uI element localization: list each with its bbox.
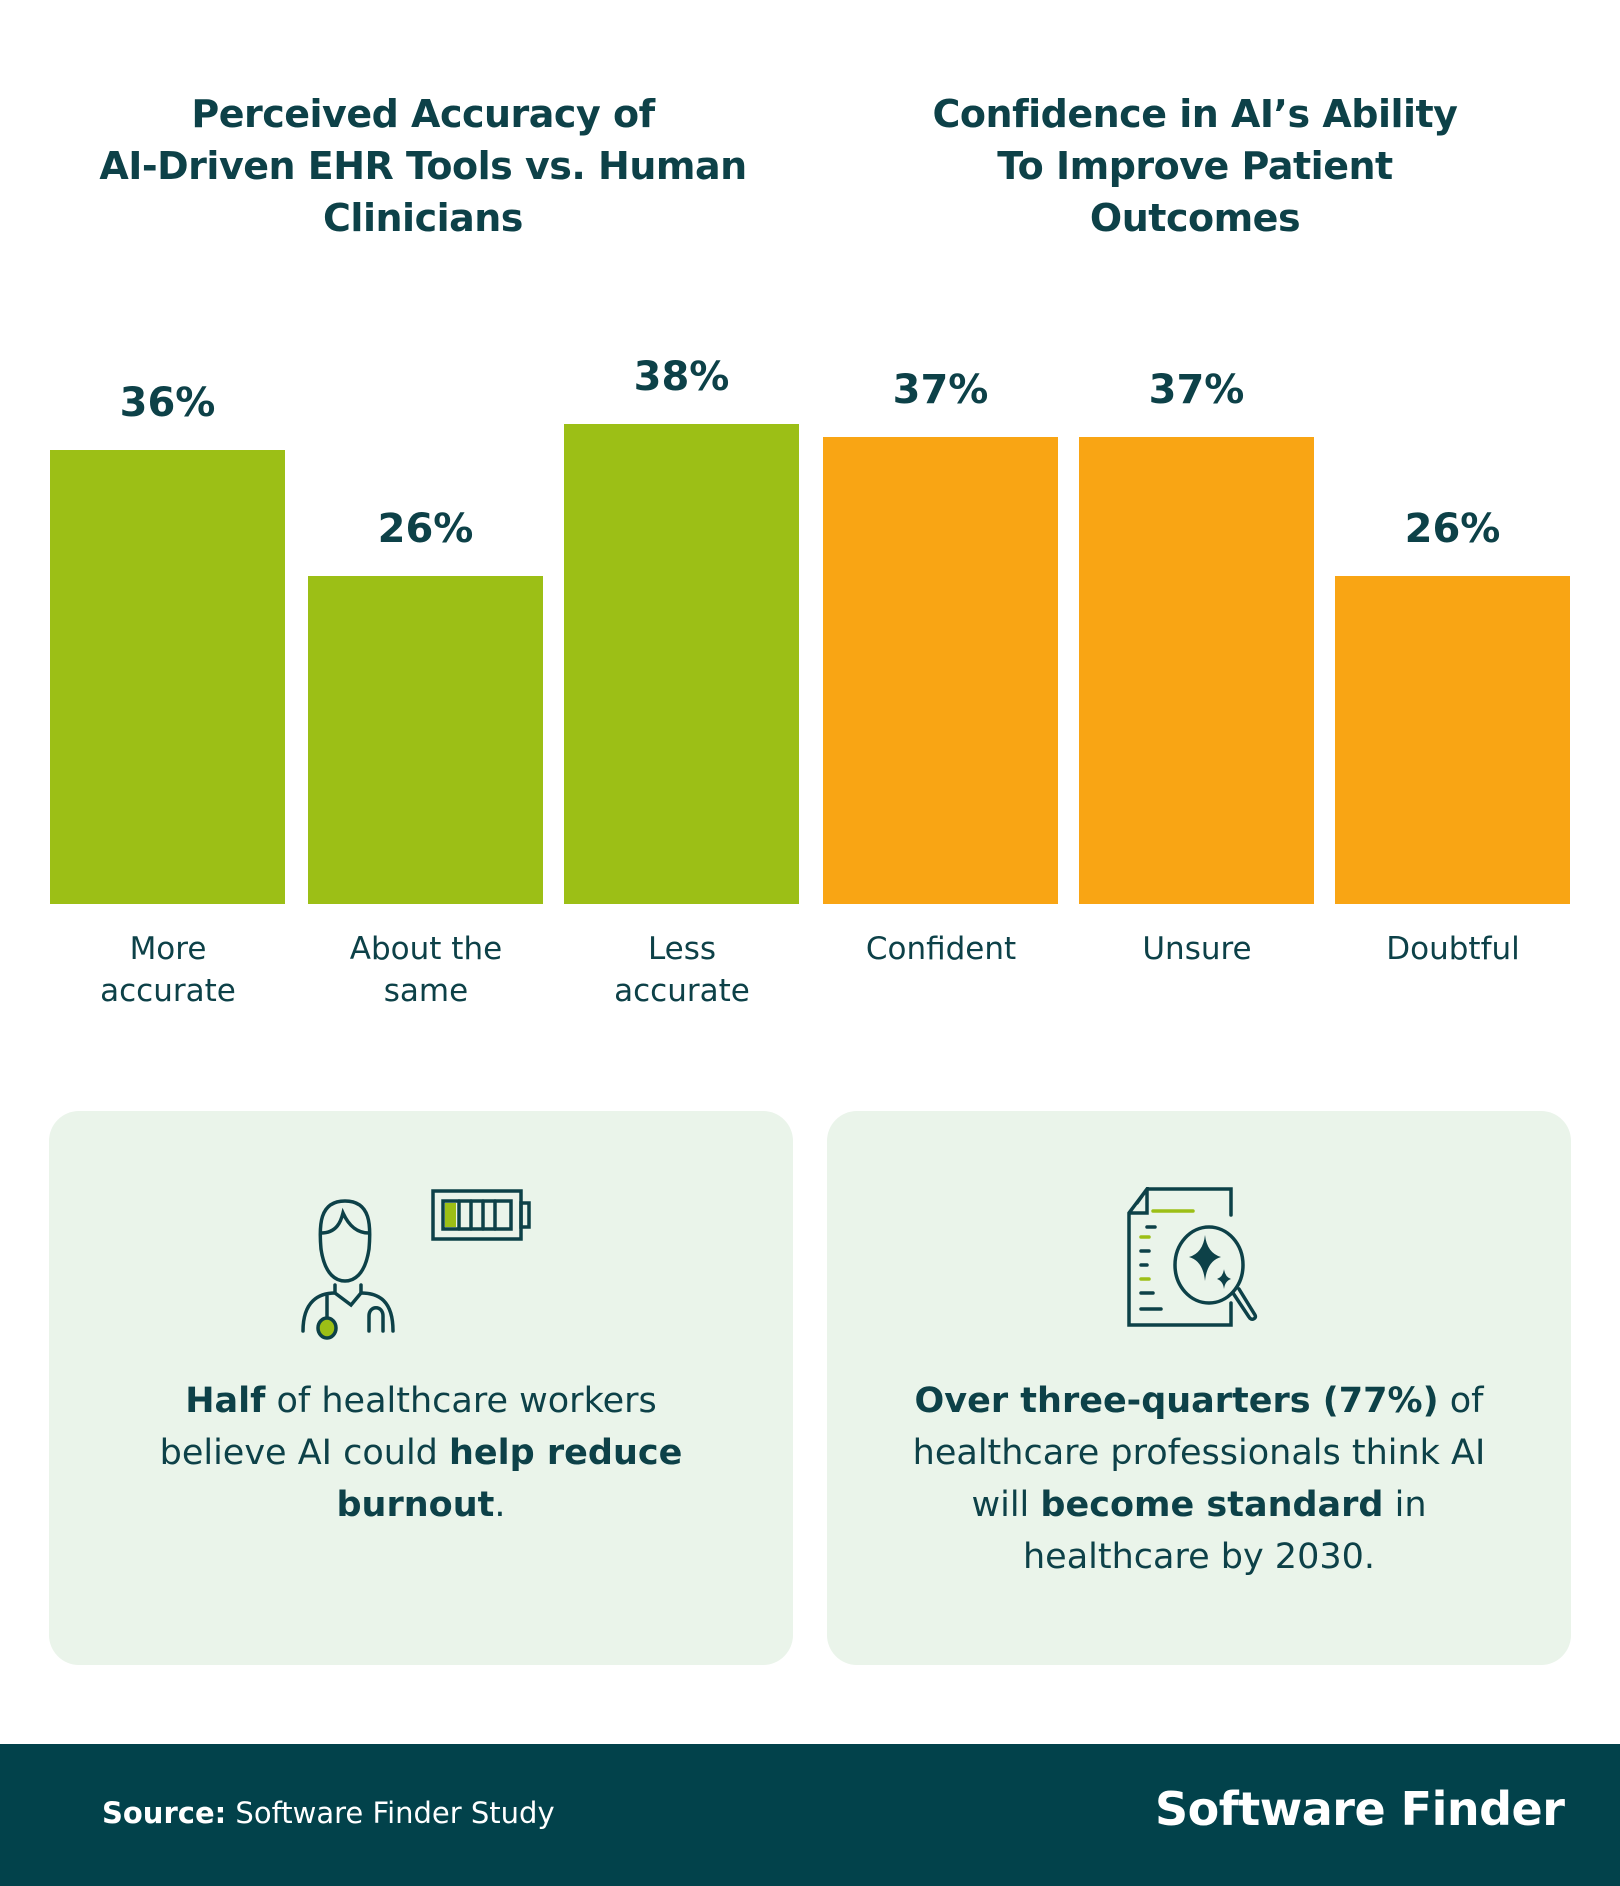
stat-card-burnout: Half of healthcare workers believe AI co…	[49, 1111, 793, 1665]
category-label-line: Confident	[865, 931, 1017, 967]
bar-less-accurate	[564, 424, 799, 904]
chart-title-line: Clinicians	[323, 196, 523, 240]
bar-unsure	[1079, 437, 1314, 904]
emphasis-text: Half	[185, 1381, 266, 1421]
emphasis-text: help reduce burnout	[336, 1433, 683, 1525]
chart-title-accuracy: Perceived Accuracy of AI-Driven EHR Tools…	[63, 88, 783, 244]
bar-more-accurate	[50, 449, 285, 904]
doctor-battery-icon	[301, 1189, 531, 1340]
category-label-line: accurate	[100, 973, 236, 1009]
category-label: More accurate	[38, 928, 298, 1012]
source-value: Software Finder Study	[226, 1796, 555, 1830]
category-label-line: accurate	[614, 973, 750, 1009]
category-label: About the same	[296, 928, 556, 1012]
bar-doubtful	[1335, 575, 1570, 904]
chart-title-line: To Improve Patient	[997, 144, 1393, 188]
data-label: 37%	[892, 367, 989, 414]
chart-title-line: Confidence in AI’s Ability	[932, 92, 1458, 136]
chart-title-confidence: Confidence in AI’s Ability To Improve Pat…	[835, 88, 1555, 244]
emphasis-text: become standard	[1040, 1485, 1384, 1525]
body-text: .	[494, 1485, 506, 1525]
emphasis-text: Over three-quarters (77%)	[914, 1381, 1439, 1421]
bar-about-the-same	[308, 575, 543, 904]
data-label: 38%	[633, 354, 730, 401]
category-label-line: More	[129, 931, 207, 967]
data-label: 36%	[119, 379, 216, 426]
body-text: in healthcare by 2030.	[1022, 1485, 1427, 1577]
stat-text-burnout: Half of healthcare workers believe AI co…	[159, 1375, 683, 1531]
category-label: Unsure	[1067, 928, 1327, 970]
data-label: 37%	[1148, 367, 1245, 414]
document-search-sparkle-icon	[1127, 1187, 1258, 1327]
chart-title-line: Outcomes	[1089, 196, 1301, 240]
source-label: Source:	[102, 1796, 227, 1830]
footer: Source: Software Finder Study Software F…	[0, 1744, 1620, 1886]
category-label: Doubtful	[1323, 928, 1583, 970]
chart-title-line: AI-Driven EHR Tools vs. Human	[99, 144, 747, 188]
body-text: of healthcare workers believe AI could	[159, 1381, 657, 1473]
software-finder-logo: Software Finder	[1155, 1782, 1565, 1836]
category-label-line: About the	[349, 931, 503, 967]
body-text: of healthcare professionals think AI wil…	[912, 1381, 1486, 1525]
category-label: Confident	[811, 928, 1071, 970]
chart-title-line: Perceived Accuracy of	[191, 92, 655, 136]
data-label: 26%	[1404, 505, 1501, 552]
category-label-line: Unsure	[1142, 931, 1252, 967]
data-label: 26%	[377, 505, 474, 552]
category-label-line: Doubtful	[1386, 931, 1520, 967]
bar-charts: 36% More accurate 26% About the same 38% Less ac…	[38, 354, 1583, 1012]
category-label: Less accurate	[552, 928, 812, 1012]
category-label-line: same	[383, 973, 469, 1009]
source-note: Source: Software Finder Study	[102, 1796, 555, 1830]
category-label-line: Less	[647, 931, 717, 967]
stat-text-standard: Over three-quarters (77%) of healthcare …	[907, 1375, 1491, 1583]
stat-card-standard: Over three-quarters (77%) of healthcare …	[827, 1111, 1571, 1665]
bar-confident	[823, 437, 1058, 904]
